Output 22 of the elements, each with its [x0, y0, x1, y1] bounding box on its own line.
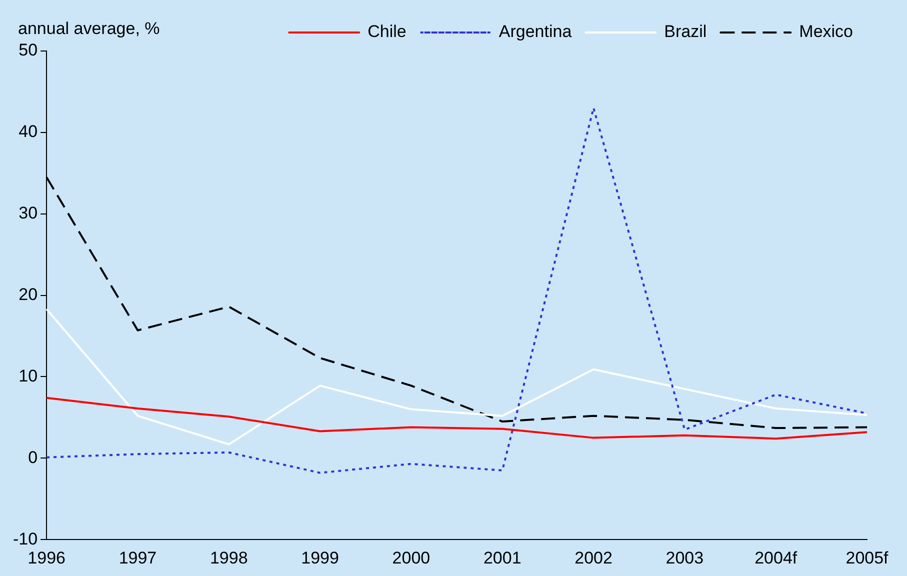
y-tick-label: 20 — [18, 284, 38, 304]
y-tick-label: 10 — [18, 366, 38, 386]
y-tick-label: 40 — [18, 122, 38, 142]
y-tick-label: 0 — [28, 448, 38, 467]
x-tick-label: 2001 — [483, 548, 522, 568]
y-tick-label: -10 — [12, 529, 38, 548]
y-axis-title: annual average, % — [18, 19, 160, 38]
x-tick-label: 2002 — [574, 548, 612, 568]
legend-label: Mexico — [799, 22, 854, 42]
y-tick-label: 30 — [18, 204, 38, 223]
x-tick-label: 1996 — [28, 548, 66, 568]
x-tick-label: 1997 — [118, 548, 157, 568]
x-tick-label: 2003 — [666, 548, 704, 568]
legend-label: Chile — [368, 22, 406, 42]
legend-label: Argentina — [498, 22, 572, 42]
x-tick-label: 2000 — [392, 548, 430, 568]
x-tick-label: 1999 — [301, 548, 339, 568]
legend-label: Brazil — [664, 22, 707, 42]
x-tick-label: 2004f — [754, 548, 798, 568]
x-tick-label: 2005f — [846, 548, 889, 568]
y-tick-label: 50 — [18, 40, 38, 60]
x-tick-label: 1998 — [210, 548, 248, 568]
